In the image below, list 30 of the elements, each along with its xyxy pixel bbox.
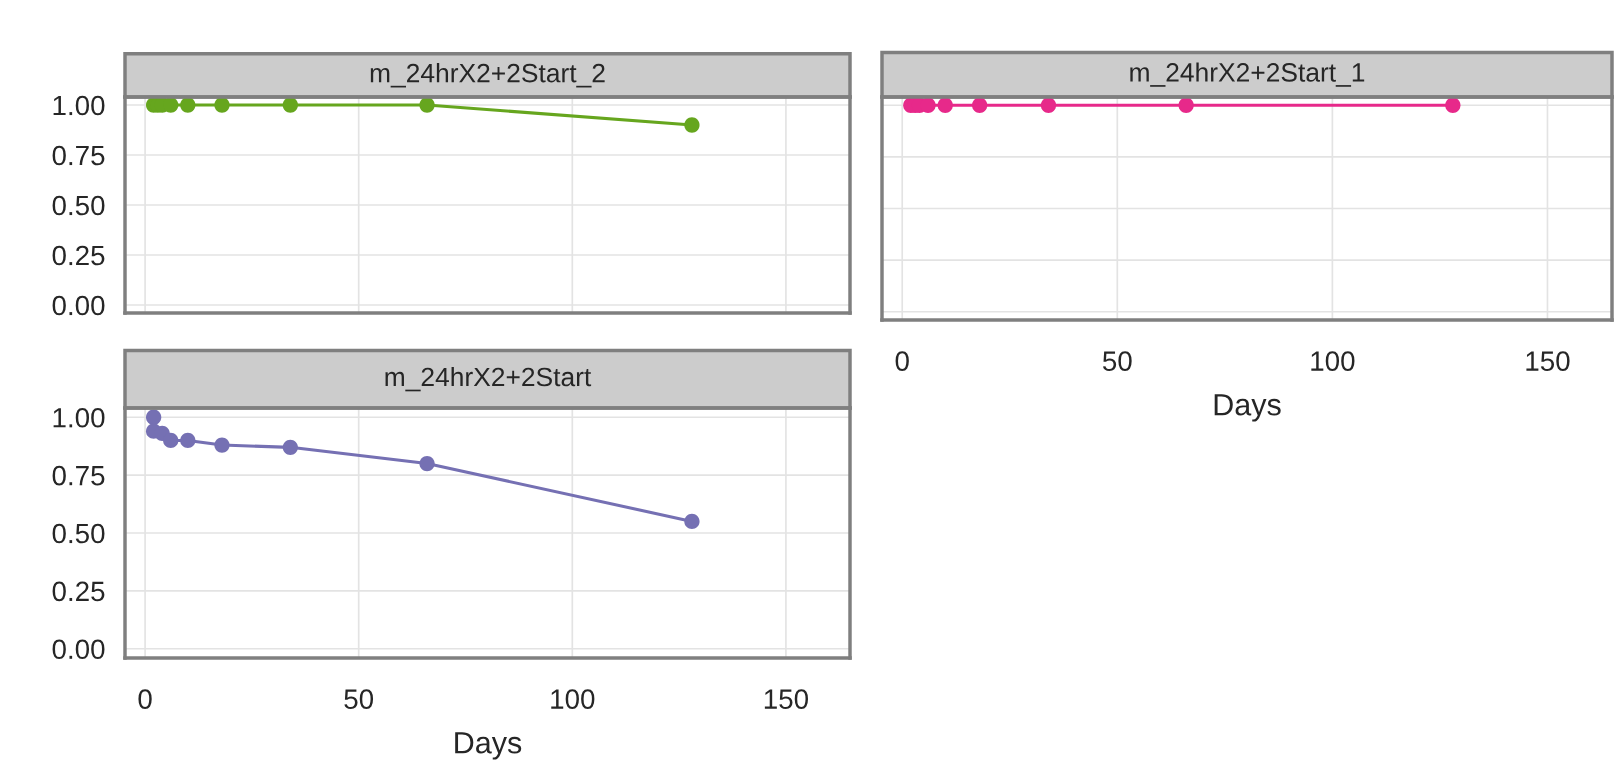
x-tick-label: 150: [764, 689, 809, 709]
y-tick-label: 0.00: [52, 639, 105, 660]
y-tick-label: 0.50: [52, 523, 105, 544]
y-tick-label: 0.25: [52, 245, 105, 266]
chart-title: m_24hrX2+2Start_1: [1130, 62, 1365, 87]
x-tick-label: 0: [895, 351, 909, 371]
point: [684, 513, 700, 530]
x-axis-title: Days: [1214, 394, 1281, 422]
point: [145, 409, 162, 425]
x-tick-label: 0: [138, 689, 152, 709]
chart-title: m_24hrX2+2Start: [385, 366, 592, 392]
point: [180, 432, 196, 449]
y-tick-label: 0.75: [52, 465, 105, 486]
y-tick-label: 0.50: [52, 195, 105, 216]
y-tick-label: 0.00: [52, 295, 105, 316]
y-tick-label: 0.25: [52, 581, 105, 602]
y-tick-label: 1.00: [53, 407, 105, 428]
chart-title: m_24hrX2+2Start_2: [370, 63, 605, 88]
x-tick-label: 50: [1102, 351, 1132, 371]
x-tick-label: 150: [1526, 351, 1570, 371]
x-tick-label: 100: [1311, 351, 1355, 371]
y-tick-label: 1.00: [53, 95, 105, 116]
point: [419, 455, 435, 472]
y-tick-label: 0.75: [52, 145, 105, 166]
point: [282, 439, 298, 455]
point: [163, 432, 179, 449]
x-axis-title: Days: [455, 732, 522, 760]
x-tick-label: 100: [551, 689, 595, 709]
point: [214, 437, 230, 453]
x-tick-label: 50: [344, 689, 374, 709]
